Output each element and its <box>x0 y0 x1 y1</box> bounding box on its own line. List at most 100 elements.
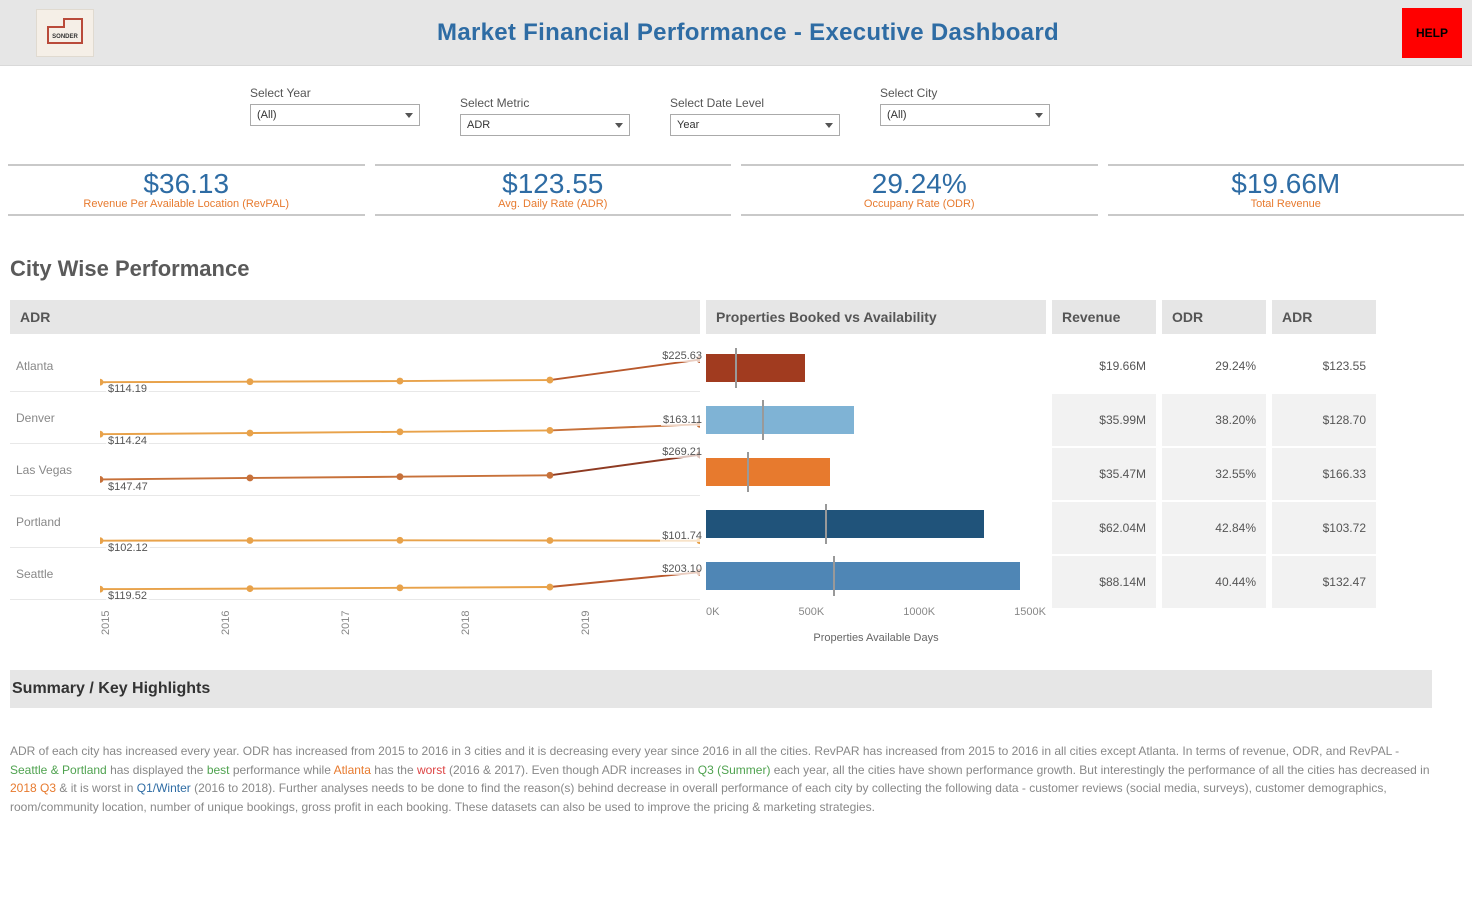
summary-text-span: (2016 & 2017). Even though ADR increases… <box>446 763 698 777</box>
highlight-orange: 2018 Q3 <box>10 781 56 795</box>
filter-dropdown[interactable]: (All) <box>880 104 1050 126</box>
sonder-logo-icon: SONDER <box>44 15 86 51</box>
metric-cell: $123.55 <box>1272 340 1376 392</box>
chevron-down-icon <box>1035 113 1043 118</box>
bva-row <box>706 394 1046 446</box>
bva-axis-label: Properties Available Days <box>706 632 1046 644</box>
availability-bar <box>706 354 805 382</box>
line-end-label: $269.21 <box>660 446 704 458</box>
metric-cell: $19.66M <box>1052 340 1156 392</box>
line-end-label: $163.11 <box>661 414 704 426</box>
availability-bar <box>706 406 854 434</box>
bva-x-axis: 0K500K1000K1500K <box>706 602 1046 618</box>
col-header-adr: ADR <box>10 300 700 334</box>
col-header-revenue: Revenue <box>1052 300 1156 334</box>
chevron-down-icon <box>405 113 413 118</box>
summary-text-span: has the <box>371 763 417 777</box>
highlight-green: Seattle & Portland <box>10 763 107 777</box>
dropdown-value: Year <box>677 119 699 131</box>
filter-dropdown[interactable]: (All) <box>250 104 420 126</box>
bva-row <box>706 550 1046 602</box>
availability-bar <box>706 510 984 538</box>
kpi-card: 29.24%Occupany Rate (ODR) <box>741 164 1098 216</box>
kpi-value: $123.55 <box>375 168 732 200</box>
adr-x-axis: 20152016201720182019 <box>100 600 700 640</box>
filter-select-date-level: Select Date LevelYear <box>670 96 840 136</box>
booked-reference-line <box>735 348 737 388</box>
line-end-label: $101.74 <box>660 530 704 542</box>
adr-row: Seattle$119.52$203.10 <box>10 548 700 600</box>
x-tick: 0K <box>706 606 719 618</box>
kpi-value: $36.13 <box>8 168 365 200</box>
kpi-value: 29.24% <box>741 168 1098 200</box>
x-tick: 1500K <box>1014 606 1046 618</box>
availability-bar <box>706 562 1020 590</box>
metric-cell: 32.55% <box>1162 448 1266 500</box>
summary-text-span: ADR of each city has increased every yea… <box>10 744 1399 758</box>
filter-select-city: Select City(All) <box>880 86 1050 136</box>
x-tick: 2019 <box>580 606 700 640</box>
dropdown-value: (All) <box>887 109 907 121</box>
bva-row <box>706 498 1046 550</box>
city-label: Portland <box>10 515 100 529</box>
x-tick: 2017 <box>340 606 460 640</box>
metric-cell: $88.14M <box>1052 556 1156 608</box>
adr-row: Atlanta$114.19$225.63 <box>10 340 700 392</box>
summary-text-span: (2016 to 2018). Further analyses needs t… <box>10 781 1387 814</box>
metric-cell: $103.72 <box>1272 502 1376 554</box>
metric-cell: 42.84% <box>1162 502 1266 554</box>
filter-select-metric: Select MetricADR <box>460 96 630 136</box>
filter-select-year: Select Year(All) <box>250 86 420 136</box>
city-label: Seattle <box>10 567 100 581</box>
summary-text-span: & it is worst in <box>56 781 137 795</box>
booked-reference-line <box>762 400 764 440</box>
metric-cell: $166.33 <box>1272 448 1376 500</box>
chevron-down-icon <box>615 123 623 128</box>
adr-row: Denver$114.24$163.11 <box>10 392 700 444</box>
line-end-label: $203.10 <box>660 563 704 575</box>
highlight-orange: Atlanta <box>334 763 371 777</box>
col-header-bva: Properties Booked vs Availability <box>706 300 1046 334</box>
booked-reference-line <box>833 556 835 596</box>
availability-bar <box>706 458 830 486</box>
highlight-green: Q3 (Summer) <box>698 763 771 777</box>
booked-vs-avail-chart: 0K500K1000K1500KProperties Available Day… <box>706 340 1046 640</box>
kpi-label: Total Revenue <box>1108 198 1465 210</box>
highlight-green: best <box>207 763 230 777</box>
summary-text-span: performance while <box>230 763 334 777</box>
line-cell: $114.24$163.11 <box>100 392 700 444</box>
highlight-red: worst <box>417 763 446 777</box>
bva-row <box>706 446 1046 498</box>
col-header-odr: ODR <box>1162 300 1266 334</box>
x-tick: 1000K <box>903 606 935 618</box>
city-performance-grid: ADR Properties Booked vs Availability Re… <box>10 300 1432 640</box>
line-cell: $102.12$101.74 <box>100 496 700 548</box>
kpi-label: Occupany Rate (ODR) <box>741 198 1098 210</box>
kpi-label: Avg. Daily Rate (ADR) <box>375 198 732 210</box>
kpi-card: $36.13Revenue Per Available Location (Re… <box>8 164 365 216</box>
x-tick: 2016 <box>220 606 340 640</box>
metric-cell: $132.47 <box>1272 556 1376 608</box>
filter-dropdown[interactable]: ADR <box>460 114 630 136</box>
kpi-label: Revenue Per Available Location (RevPAL) <box>8 198 365 210</box>
summary-text-span: each year, all the cities have shown per… <box>770 763 1429 777</box>
metric-cell: $35.47M <box>1052 448 1156 500</box>
summary-text-span: has displayed the <box>107 763 207 777</box>
help-button[interactable]: HELP <box>1402 8 1462 58</box>
bva-row <box>706 342 1046 394</box>
line-start-label: $119.52 <box>106 590 149 602</box>
city-label: Denver <box>10 411 100 425</box>
x-tick: 2018 <box>460 606 580 640</box>
section-heading-citywise: City Wise Performance <box>10 256 1472 282</box>
adr-column: $123.55$128.70$166.33$103.72$132.47 <box>1272 340 1376 640</box>
logo: SONDER <box>36 9 94 57</box>
x-tick: 2015 <box>100 606 220 640</box>
metric-cell: 38.20% <box>1162 394 1266 446</box>
filter-dropdown[interactable]: Year <box>670 114 840 136</box>
adr-row: Portland$102.12$101.74 <box>10 496 700 548</box>
metric-cell: 40.44% <box>1162 556 1266 608</box>
metric-cell: $128.70 <box>1272 394 1376 446</box>
booked-reference-line <box>825 504 827 544</box>
metric-cell: 29.24% <box>1162 340 1266 392</box>
kpi-card: $123.55Avg. Daily Rate (ADR) <box>375 164 732 216</box>
